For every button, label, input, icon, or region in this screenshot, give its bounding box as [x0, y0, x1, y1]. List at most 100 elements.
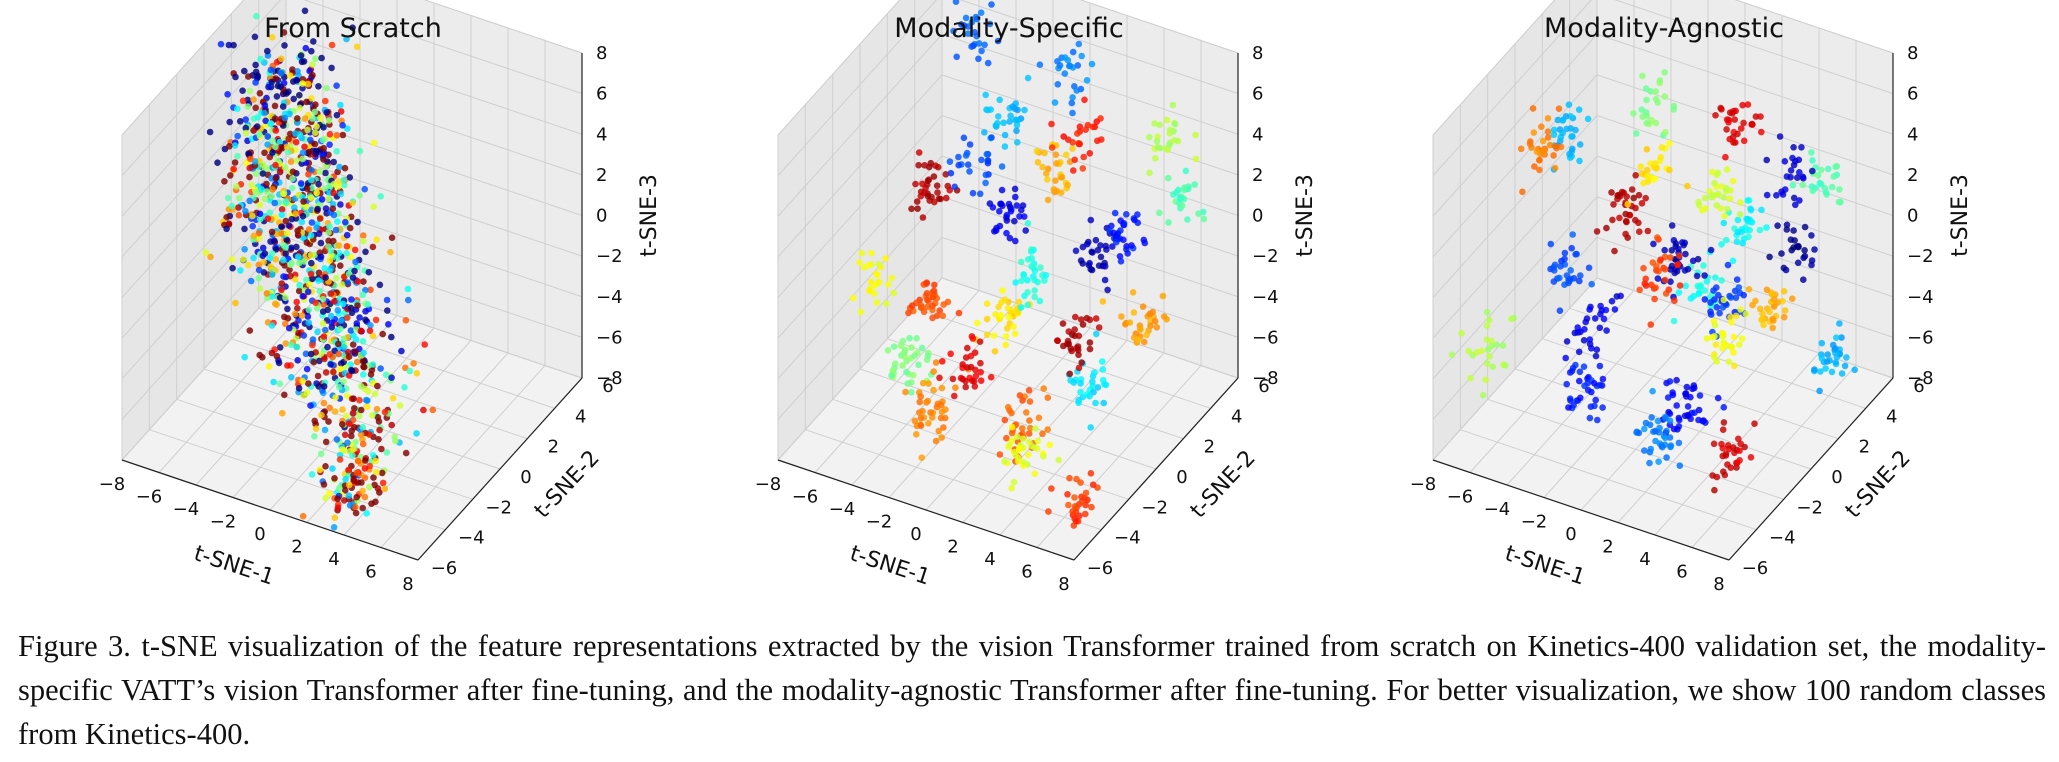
data-point — [1010, 478, 1018, 486]
x-tick-label: 8 — [1713, 574, 1724, 595]
data-point — [362, 248, 369, 256]
data-point — [1695, 198, 1702, 206]
data-point — [246, 164, 253, 172]
data-point — [1676, 462, 1684, 470]
gridline — [1487, 398, 1784, 500]
data-point — [361, 465, 369, 472]
data-point — [983, 331, 991, 339]
data-point — [232, 73, 239, 81]
data-point — [391, 433, 398, 441]
data-point — [1024, 220, 1032, 227]
data-point — [1723, 166, 1731, 173]
data-point — [923, 399, 930, 406]
data-point — [1550, 152, 1557, 159]
data-point — [1663, 454, 1670, 461]
data-point — [1031, 267, 1039, 275]
data-point — [256, 285, 264, 293]
gridline — [285, 33, 583, 135]
data-point — [1067, 377, 1074, 384]
data-point — [909, 371, 917, 379]
data-point — [309, 341, 316, 349]
data-point — [334, 183, 342, 190]
data-point — [1683, 383, 1691, 391]
data-point — [373, 468, 380, 476]
data-point — [1599, 375, 1607, 383]
data-point — [1012, 193, 1019, 201]
data-point — [247, 277, 255, 285]
data-point — [1013, 127, 1020, 135]
data-point — [285, 88, 292, 95]
data-point — [1641, 425, 1648, 433]
data-point — [272, 255, 280, 263]
data-point — [347, 327, 355, 334]
data-point — [923, 356, 931, 364]
data-point — [1067, 345, 1075, 352]
data-point — [272, 143, 279, 151]
data-point — [1681, 267, 1689, 274]
data-point — [1074, 346, 1082, 354]
data-point — [1744, 197, 1751, 204]
points-layer — [1448, 69, 1858, 494]
x-tick-label: 4 — [328, 549, 339, 570]
data-point — [1727, 314, 1734, 321]
data-point — [1737, 199, 1744, 206]
gridline — [1596, 196, 1894, 298]
data-point — [998, 186, 1006, 194]
data-point — [934, 189, 941, 196]
data-point — [1488, 342, 1495, 350]
data-point — [991, 348, 999, 355]
data-point — [1671, 297, 1678, 305]
data-point — [883, 300, 890, 307]
data-point — [1734, 130, 1741, 138]
data-point — [1092, 315, 1100, 322]
data-point — [1563, 338, 1571, 345]
data-point — [1643, 119, 1650, 127]
data-point — [287, 158, 295, 165]
gridline — [777, 33, 943, 217]
data-point — [1756, 305, 1764, 313]
data-point — [320, 383, 328, 390]
data-point — [1143, 331, 1150, 339]
data-point — [268, 349, 276, 357]
data-point — [906, 334, 913, 342]
data-point — [367, 371, 375, 378]
data-point — [1000, 119, 1007, 127]
data-point — [908, 205, 915, 213]
data-point — [1666, 410, 1674, 418]
data-point — [1711, 322, 1719, 329]
data-point — [348, 296, 355, 303]
y-axis-label: t-SNE-2 — [530, 446, 605, 524]
data-point — [1633, 130, 1640, 137]
data-point — [1818, 355, 1826, 362]
y-tick-label: 2 — [548, 437, 559, 458]
data-point — [1747, 454, 1755, 461]
data-point — [332, 226, 340, 234]
data-point — [371, 481, 378, 489]
data-point — [280, 273, 287, 280]
data-point — [1008, 409, 1015, 417]
data-point — [289, 175, 296, 182]
data-point — [305, 226, 313, 233]
data-point — [1576, 277, 1583, 285]
data-point — [349, 24, 356, 32]
data-point — [288, 374, 295, 381]
data-point — [917, 393, 924, 400]
data-point — [254, 74, 261, 81]
z-tick-label: 6 — [1907, 84, 1918, 105]
data-point — [1059, 320, 1067, 327]
y-tick-label: 0 — [520, 467, 531, 488]
data-point — [261, 149, 268, 157]
data-point — [360, 349, 367, 357]
data-point — [296, 91, 303, 99]
subplot-3: −8−6−4−202468−6−4−20246−8−6−4−202468t-SN… — [1410, 0, 1973, 595]
data-point — [1808, 261, 1815, 269]
data-point — [351, 246, 359, 254]
data-point — [343, 35, 350, 43]
y-axis-line — [1073, 377, 1239, 561]
data-point — [1146, 169, 1153, 177]
data-point — [969, 335, 977, 342]
data-point — [1128, 242, 1135, 249]
data-point — [369, 361, 377, 368]
data-point — [342, 218, 349, 226]
data-point — [229, 264, 236, 272]
